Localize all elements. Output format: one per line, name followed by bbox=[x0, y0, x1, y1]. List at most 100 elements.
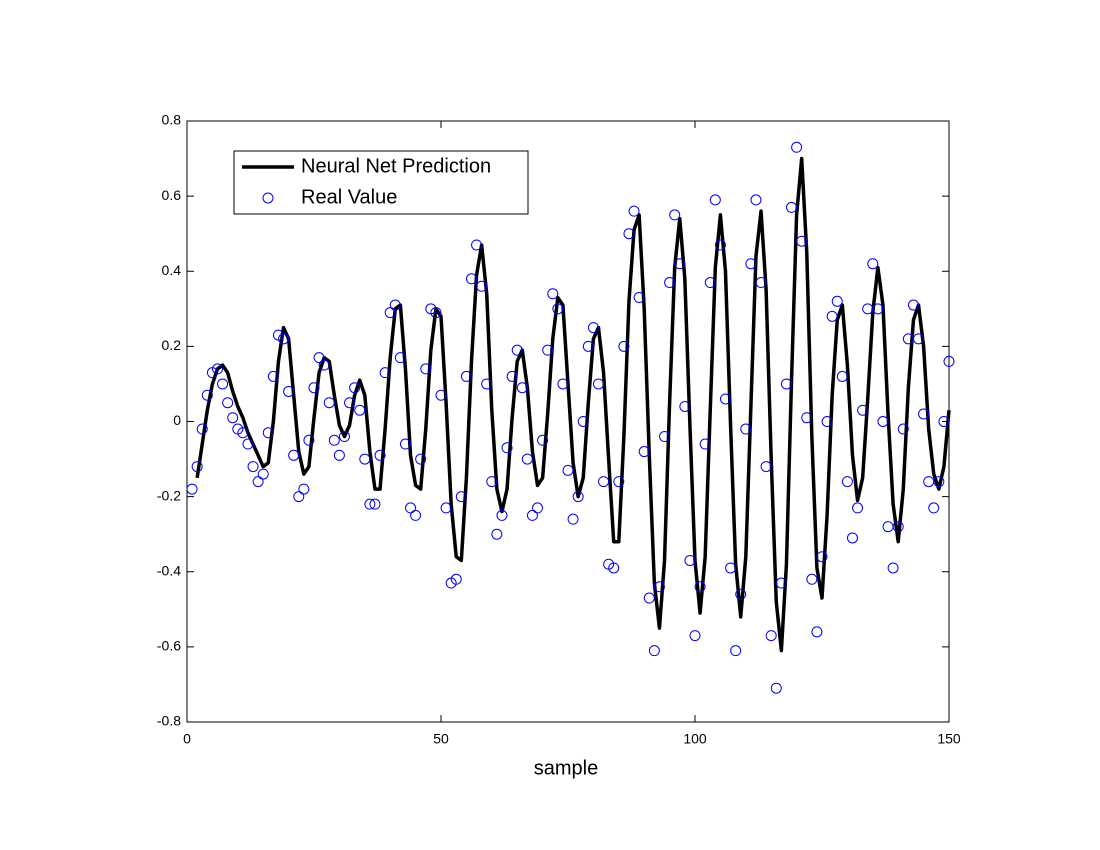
y-tick-label: 0.2 bbox=[162, 337, 182, 353]
real-value-point bbox=[481, 378, 493, 390]
real-value-point bbox=[674, 258, 686, 270]
real-value-point bbox=[750, 194, 762, 206]
real-value-point bbox=[394, 352, 406, 364]
real-value-point bbox=[288, 449, 300, 461]
real-value-point bbox=[816, 551, 828, 563]
real-value-point bbox=[379, 367, 391, 379]
legend-box bbox=[233, 150, 529, 215]
real-value-point bbox=[222, 397, 234, 409]
real-value-point bbox=[592, 378, 604, 390]
real-value-point bbox=[435, 389, 447, 401]
real-value-point bbox=[826, 310, 838, 322]
real-value-point bbox=[572, 491, 584, 503]
real-value-point bbox=[918, 408, 930, 420]
real-value-point bbox=[730, 645, 742, 657]
real-value-point bbox=[506, 370, 518, 382]
real-value-point bbox=[582, 340, 594, 352]
real-value-point bbox=[491, 528, 503, 540]
real-value-point bbox=[857, 404, 869, 416]
real-value-point bbox=[872, 303, 884, 315]
real-value-point bbox=[897, 423, 909, 435]
real-value-point bbox=[755, 277, 767, 289]
real-value-point bbox=[648, 645, 660, 657]
real-value-point bbox=[831, 295, 843, 307]
legend: Neural Net Prediction Real Value bbox=[233, 150, 529, 215]
real-value-point bbox=[664, 277, 676, 289]
real-value-point bbox=[938, 416, 950, 427]
x-tick-label: 100 bbox=[683, 731, 707, 747]
real-value-point bbox=[338, 431, 350, 443]
real-value-point bbox=[933, 476, 945, 488]
real-value-point bbox=[384, 307, 396, 319]
real-value-point bbox=[308, 382, 320, 394]
real-value-point bbox=[328, 434, 340, 446]
real-value-point bbox=[293, 491, 305, 503]
real-value-point bbox=[846, 532, 858, 544]
y-tick-label: 0.4 bbox=[162, 262, 182, 278]
real-value-point bbox=[567, 513, 579, 525]
real-value-point bbox=[516, 382, 528, 394]
real-value-point bbox=[669, 209, 681, 221]
real-value-point bbox=[725, 562, 737, 574]
real-value-point bbox=[201, 389, 213, 401]
y-tick-label: 0 bbox=[173, 412, 181, 428]
real-value-point bbox=[211, 363, 223, 375]
real-value-point bbox=[659, 431, 671, 443]
real-value-point bbox=[313, 352, 325, 364]
real-value-point bbox=[735, 588, 747, 600]
real-value-point bbox=[369, 498, 381, 510]
real-value-point bbox=[852, 502, 864, 514]
real-value-point bbox=[278, 333, 290, 345]
real-value-point bbox=[638, 446, 650, 458]
real-value-point bbox=[389, 299, 401, 311]
real-value-point bbox=[811, 626, 823, 638]
real-value-point bbox=[775, 577, 787, 589]
real-value-point bbox=[420, 363, 432, 375]
real-value-point bbox=[801, 412, 813, 424]
real-value-point bbox=[359, 453, 371, 465]
real-value-point bbox=[770, 682, 782, 694]
x-axis-label: sample bbox=[534, 757, 598, 779]
real-value-point bbox=[613, 476, 625, 488]
real-value-point bbox=[460, 370, 472, 382]
real-value-point bbox=[704, 277, 716, 289]
real-value-point bbox=[303, 434, 315, 446]
real-value-point bbox=[836, 370, 848, 382]
real-value-point bbox=[349, 382, 361, 394]
real-value-point bbox=[450, 573, 462, 585]
real-value-point bbox=[318, 359, 330, 371]
real-value-point bbox=[796, 235, 808, 247]
real-value-point bbox=[765, 630, 777, 642]
real-value-point bbox=[643, 592, 655, 604]
real-value-point bbox=[247, 461, 259, 473]
real-value-point bbox=[557, 378, 569, 390]
real-value-point bbox=[719, 393, 731, 405]
real-value-point bbox=[191, 461, 203, 473]
real-value-point bbox=[887, 562, 899, 574]
real-value-point bbox=[532, 502, 544, 514]
real-value-point bbox=[709, 194, 721, 206]
real-value-point bbox=[699, 438, 711, 450]
real-value-point bbox=[714, 239, 726, 251]
real-value-point bbox=[354, 404, 366, 416]
x-tick-label: 0 bbox=[183, 731, 191, 747]
real-value-point bbox=[465, 273, 477, 285]
real-value-point bbox=[892, 521, 904, 533]
real-value-point bbox=[618, 340, 630, 352]
real-value-point bbox=[806, 573, 818, 585]
real-value-point bbox=[237, 427, 249, 439]
real-value-point bbox=[511, 344, 523, 356]
real-value-point bbox=[217, 378, 229, 390]
real-value-point bbox=[679, 400, 691, 412]
y-tick-label: -0.2 bbox=[157, 487, 181, 503]
real-value-point bbox=[689, 630, 701, 642]
legend-label: Real Value bbox=[301, 186, 397, 208]
real-value-point bbox=[430, 307, 442, 319]
y-tick-label: -0.8 bbox=[157, 713, 181, 729]
real-value-point bbox=[257, 468, 269, 480]
real-value-point bbox=[542, 344, 554, 356]
real-value-point bbox=[486, 476, 498, 488]
real-value-point bbox=[913, 333, 925, 345]
real-value-point bbox=[242, 438, 254, 450]
